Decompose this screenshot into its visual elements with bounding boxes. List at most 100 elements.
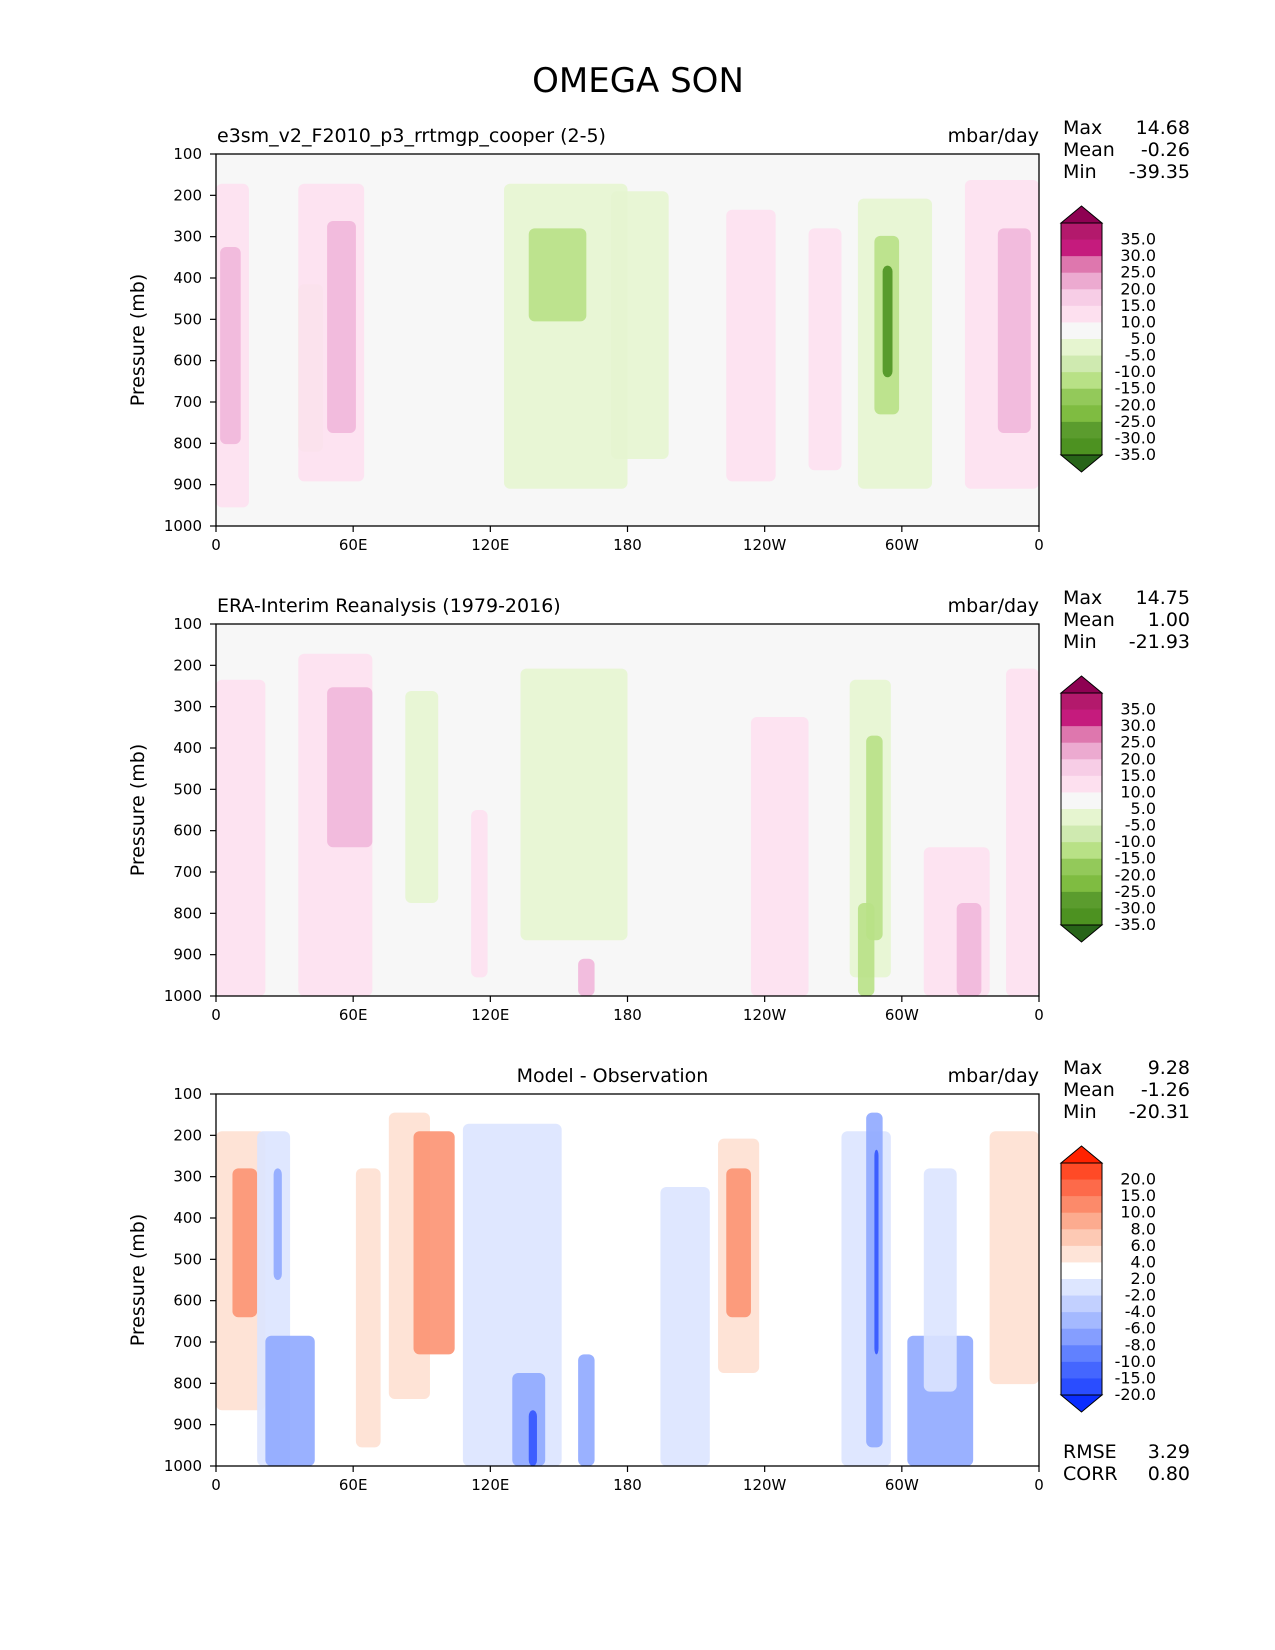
y-tick-label: 500 — [173, 780, 202, 798]
colorbar-label: 8.0 — [1131, 1219, 1156, 1238]
colorbar-label: 35.0 — [1120, 230, 1156, 249]
x-tick-label: 180 — [613, 1006, 642, 1024]
contour-region — [327, 687, 373, 848]
colorbar-segment — [1061, 1361, 1102, 1379]
colorbar-segment — [1061, 775, 1102, 793]
colorbar-segment — [1061, 825, 1102, 843]
contour-field — [216, 653, 1039, 996]
colorbar-segment — [1061, 272, 1102, 290]
stat-value: 14.75 — [1136, 587, 1190, 609]
colorbar-segment — [1061, 339, 1102, 357]
y-tick-label: 200 — [173, 1126, 202, 1144]
x-tick-label: 120W — [743, 1006, 787, 1024]
colorbar-segment — [1061, 388, 1102, 406]
colorbar-label: -30.0 — [1115, 428, 1156, 447]
colorbar-segment — [1061, 1378, 1102, 1396]
colorbar-label: -10.0 — [1115, 1352, 1156, 1371]
stat-value: 1.00 — [1148, 609, 1190, 631]
x-tick-label: 0 — [1034, 1006, 1044, 1024]
contour-region — [874, 1149, 879, 1355]
colorbar-segment — [1061, 726, 1102, 744]
colorbar-label: -25.0 — [1115, 412, 1156, 431]
units-label: mbar/day — [948, 125, 1039, 147]
colorbar-segment — [1061, 372, 1102, 390]
units-label: mbar/day — [948, 595, 1039, 617]
y-tick-label: 1000 — [164, 1457, 202, 1475]
stat-value: 9.28 — [1148, 1057, 1190, 1079]
contour-region — [726, 209, 776, 482]
stat-label: Min — [1063, 1101, 1097, 1123]
colorbar-label: -15.0 — [1115, 379, 1156, 398]
contour-region — [750, 717, 809, 996]
contour-region — [220, 247, 241, 445]
x-tick-label: 120W — [743, 1476, 787, 1494]
colorbar-label: 6.0 — [1131, 1236, 1156, 1255]
colorbar-segment — [1061, 1245, 1102, 1263]
colorbar-label: -35.0 — [1115, 445, 1156, 464]
y-tick-label: 100 — [173, 615, 202, 633]
stat-label: Min — [1063, 161, 1097, 183]
plot-area — [216, 1094, 1039, 1466]
colorbar-label: 15.0 — [1120, 1186, 1156, 1205]
colorbar-segment — [1061, 1212, 1102, 1230]
y-tick-label: 600 — [173, 822, 202, 840]
contour-region — [216, 679, 266, 996]
colorbar-label: -10.0 — [1115, 362, 1156, 381]
y-tick-label: 800 — [173, 434, 202, 452]
colorbar-label: -20.0 — [1115, 865, 1156, 884]
panel-2: ERA-Interim Reanalysis (1979-2016) mbar/d… — [127, 587, 1190, 1024]
colorbar-segment — [1061, 891, 1102, 909]
colorbar-segment — [1061, 223, 1102, 241]
stat-value: -21.93 — [1129, 631, 1190, 653]
y-tick-label: 300 — [173, 1168, 202, 1186]
y-tick-label: 800 — [173, 904, 202, 922]
y-tick-label: 700 — [173, 393, 202, 411]
x-tick-label: 0 — [211, 536, 221, 554]
y-tick-label: 600 — [173, 352, 202, 370]
y-tick-label: 700 — [173, 1333, 202, 1351]
y-axis-label: Pressure (mb) — [127, 744, 149, 877]
contour-region — [405, 690, 439, 903]
colorbar-segment — [1061, 1229, 1102, 1247]
colorbar-segment — [1061, 842, 1102, 860]
colorbar-segment — [1061, 1295, 1102, 1313]
colorbar-segment — [1061, 438, 1102, 456]
colorbar-segment — [1061, 421, 1102, 439]
colorbar-label: 25.0 — [1120, 263, 1156, 282]
colorbar-label: -4.0 — [1125, 1302, 1156, 1321]
contour-region — [857, 903, 875, 996]
colorbar-segment — [1061, 322, 1102, 340]
colorbar-segment — [1061, 1328, 1102, 1346]
x-tick-label: 60E — [339, 536, 368, 554]
stat-label: CORR — [1063, 1463, 1118, 1485]
contour-region — [1006, 668, 1039, 996]
colorbar-label: -8.0 — [1125, 1335, 1156, 1354]
colorbar-segment — [1061, 1179, 1102, 1197]
y-tick-label: 300 — [173, 698, 202, 716]
contour-region — [520, 668, 628, 941]
colorbar-segment — [1061, 1196, 1102, 1214]
colorbar-label: 10.0 — [1120, 312, 1156, 331]
contour-region — [462, 1123, 562, 1466]
y-tick-label: 300 — [173, 228, 202, 246]
x-tick-label: 60E — [339, 1006, 368, 1024]
contour-region — [232, 1168, 258, 1318]
y-tick-label: 400 — [173, 1209, 202, 1227]
colorbar-segment — [1061, 742, 1102, 760]
y-tick-label: 400 — [173, 269, 202, 287]
y-tick-label: 700 — [173, 863, 202, 881]
stat-value: 0.80 — [1148, 1463, 1190, 1485]
colorbar-label: -5.0 — [1125, 816, 1156, 835]
contour-region — [578, 958, 595, 996]
colorbar-segment — [1061, 1312, 1102, 1330]
y-axis-label: Pressure (mb) — [127, 1214, 149, 1347]
colorbar-label: -2.0 — [1125, 1286, 1156, 1305]
colorbar-segment — [1061, 1279, 1102, 1297]
y-tick-label: 1000 — [164, 987, 202, 1005]
contour-region — [726, 1168, 751, 1318]
stat-value: -0.26 — [1141, 139, 1190, 161]
colorbar-label: -30.0 — [1115, 898, 1156, 917]
colorbar-label: 25.0 — [1120, 733, 1156, 752]
y-tick-label: 200 — [173, 186, 202, 204]
